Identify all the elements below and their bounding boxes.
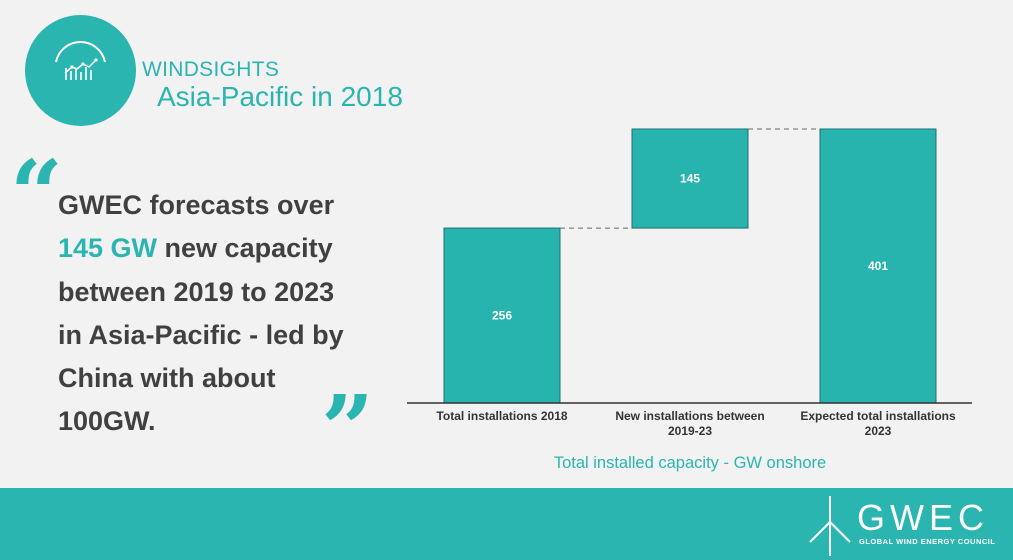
gwec-full-name: GLOBAL WIND ENERGY COUNCIL <box>859 537 996 546</box>
quote-close-mark: ” <box>321 375 374 483</box>
footer-band <box>0 488 1013 560</box>
chart-growth-icon <box>55 41 106 80</box>
quote-line-4: in Asia-Pacific - led by <box>58 319 344 350</box>
category-label-1-1: Total installations 2018 <box>436 409 567 423</box>
quote-line-6: 100GW. <box>58 406 156 437</box>
quote-line-2: 145 GW new capacity <box>58 227 378 270</box>
chart-title: Total installed capacity - GW onshore <box>554 454 826 472</box>
quote-highlight: 145 GW <box>58 233 158 264</box>
quote-line-2-rest: new capacity <box>157 233 333 264</box>
category-label-3-1: Expected total installations <box>800 409 956 423</box>
page-subtitle: Asia-Pacific in 2018 <box>157 81 403 112</box>
quote-line-3: between 2019 to 2023 <box>58 276 335 307</box>
windsights-logo <box>25 15 136 126</box>
data-label-1: 256 <box>492 309 512 323</box>
data-label-3: 401 <box>868 259 888 273</box>
wind-turbine-icon <box>809 496 851 556</box>
category-label-3-2: 2023 <box>865 424 892 438</box>
quote-open-mark: “ <box>10 140 63 248</box>
category-label-2-1: New installations between <box>615 409 764 423</box>
data-label-2: 145 <box>680 172 700 186</box>
quote-text: GWEC forecasts over 145 GW new capacity … <box>58 184 378 444</box>
bar-3 <box>819 128 937 404</box>
category-label-2-2: 2019-23 <box>668 424 712 438</box>
bar-1 <box>443 227 561 404</box>
bar-2 <box>631 128 749 229</box>
quote-line-1: GWEC forecasts over <box>58 190 335 220</box>
brand-name: WINDSIGHTS <box>142 58 280 81</box>
quote-line-5: China with about <box>58 363 276 394</box>
waterfall-chart: 256 145 401 Total installations 2018 New ins… <box>407 128 972 472</box>
gwec-logo-text: GWEC <box>857 497 989 538</box>
